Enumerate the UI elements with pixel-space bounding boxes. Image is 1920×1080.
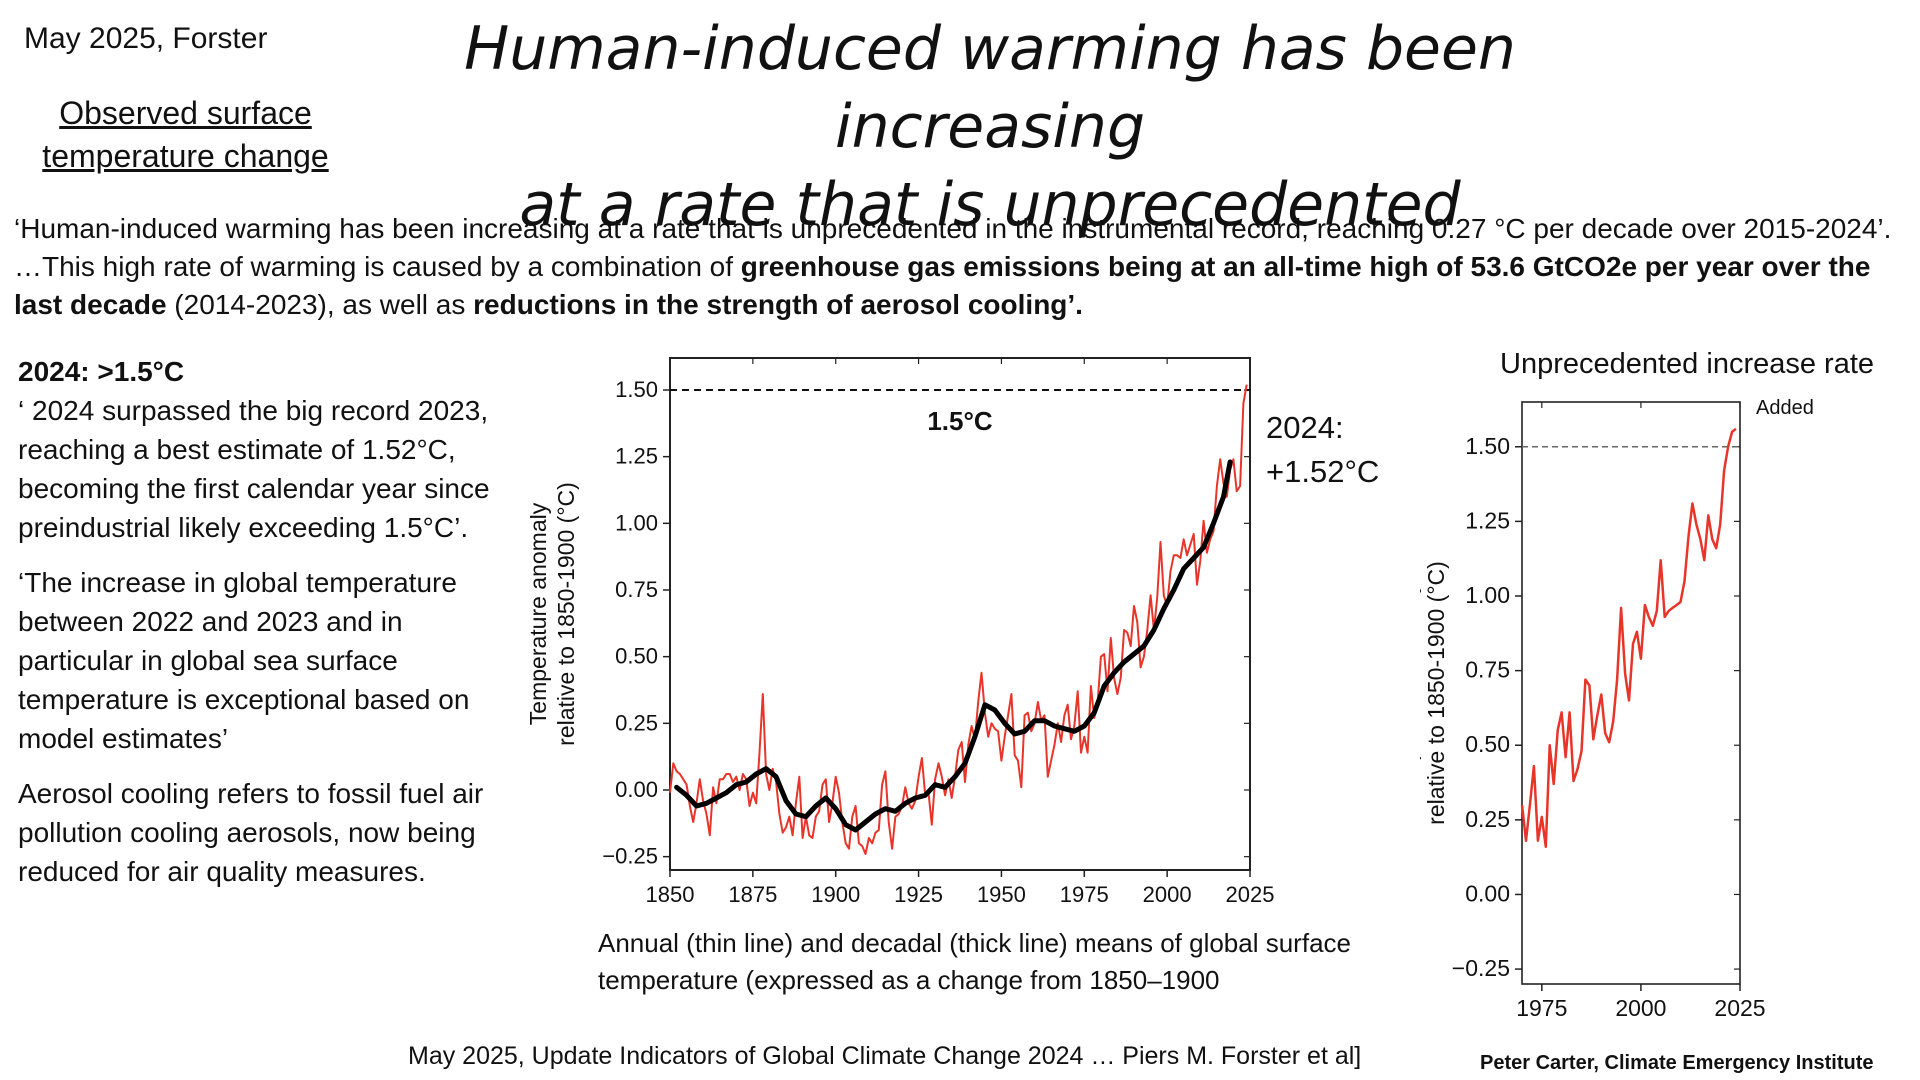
footer-credit: Peter Carter, Climate Emergency Institut… <box>1480 1052 1874 1074</box>
page-title: Human-induced warming has been increasin… <box>300 10 1680 244</box>
x-tick-label: 1950 <box>977 882 1026 907</box>
annotation-2024-line-2: +1.52°C <box>1266 454 1379 489</box>
y-tick-label: −0.25 <box>1452 955 1510 981</box>
main-chart-caption: Annual (thin line) and decadal (thick li… <box>598 928 1351 995</box>
quote-bold-1: greenhouse gas emissions being at an all… <box>14 251 1871 320</box>
annual-anomaly-line <box>1520 427 1737 848</box>
plot-frame <box>669 357 1251 871</box>
date-author: May 2025, Forster <box>24 22 268 55</box>
left-paragraph-1: ‘ 2024 surpassed the big record 2023, re… <box>18 395 490 543</box>
y-tick-label: 0.75 <box>1465 657 1510 683</box>
x-tick-label: 1925 <box>894 882 943 907</box>
quote-text-1: ‘Human-induced warming has been increasi… <box>14 213 1892 282</box>
subtitle-line-1: Observed surface <box>59 95 312 131</box>
x-tick-label: 1975 <box>1516 995 1567 1021</box>
left-paragraph-3: Aerosol cooling refers to fossil fuel ai… <box>18 778 484 887</box>
y-tick-label: 0.25 <box>1465 806 1510 832</box>
x-tick-label: 1900 <box>811 882 860 907</box>
x-tick-label: 1850 <box>646 882 695 907</box>
y-tick-label: 0.50 <box>615 644 658 669</box>
y-axis-title-line-1: Temperature anomaly <box>1420 581 1421 804</box>
x-tick-label: 2000 <box>1143 882 1192 907</box>
y-tick-label: 1.00 <box>615 510 658 535</box>
y-tick-label: 0.25 <box>615 710 658 735</box>
annotation-added: Added <box>1756 397 1814 419</box>
y-tick-label: 0.75 <box>615 577 658 602</box>
x-tick-label: 2025 <box>1226 882 1275 907</box>
side-temperature-chart: −0.25 0.00 0.25 0.50 0.75 1.00 1.25 1.50 1975 200… <box>1420 397 1814 1021</box>
title-line-1: Human-induced warming has been increasin… <box>464 14 1516 162</box>
decadal-mean-line <box>674 459 1233 833</box>
plot-frame <box>1521 401 1741 985</box>
left-column: 2024: >1.5°C ‘ 2024 surpassed the big re… <box>18 352 518 907</box>
y-tick-label: 1.50 <box>1465 433 1510 459</box>
y-tick-label: 1.25 <box>1465 507 1510 533</box>
quote-bold-2: reductions in the strength of aerosol co… <box>473 289 1083 320</box>
forster-quote: ‘Human-induced warming has been increasi… <box>14 210 1904 324</box>
quote-text-2: (2014-2023), as well as <box>166 289 474 320</box>
y-tick-label: 0.50 <box>1465 731 1510 757</box>
title-line-2: at a rate that is unprecedented <box>519 170 1461 240</box>
side-chart-title: Unprecedented increase rate <box>1500 348 1875 380</box>
x-tick-label: 1975 <box>1060 882 1109 907</box>
x-tick-label: 1875 <box>728 882 777 907</box>
annotation-2024-line-1: 2024: <box>1266 410 1344 445</box>
y-tick-label: 0.00 <box>1465 880 1510 906</box>
y-tick-label: 0.00 <box>615 777 658 802</box>
reference-line-label: 1.5°C <box>927 406 993 436</box>
y-tick-label: 1.50 <box>615 377 658 402</box>
x-tick-label: 2025 <box>1714 995 1765 1021</box>
y-tick-label: 1.25 <box>615 444 658 469</box>
y-tick-label: 1.00 <box>1465 582 1510 608</box>
footer-citation: May 2025, Update Indicators of Global Cl… <box>408 1042 1362 1070</box>
y-axis-title-line-1: Temperature anomaly <box>530 502 551 725</box>
subtitle-link[interactable]: Observed surface temperature change <box>18 92 353 178</box>
annual-mean-line <box>669 384 1248 855</box>
y-axis-title-line-2: relative to 1850-1900 (°C) <box>1423 561 1449 825</box>
main-temperature-chart: −0.25 0.00 0.25 0.50 0.75 1.00 1.25 1.50 1850 187… <box>530 357 1379 907</box>
left-heading: 2024: >1.5°C <box>18 356 185 387</box>
subtitle-line-2: temperature change <box>42 138 329 174</box>
x-tick-label: 2000 <box>1615 995 1666 1021</box>
left-paragraph-2: ‘The increase in global temperature betw… <box>18 567 470 754</box>
y-axis-title-line-2: relative to 1850-1900 (°C) <box>553 482 579 746</box>
y-tick-label: −0.25 <box>602 844 658 869</box>
